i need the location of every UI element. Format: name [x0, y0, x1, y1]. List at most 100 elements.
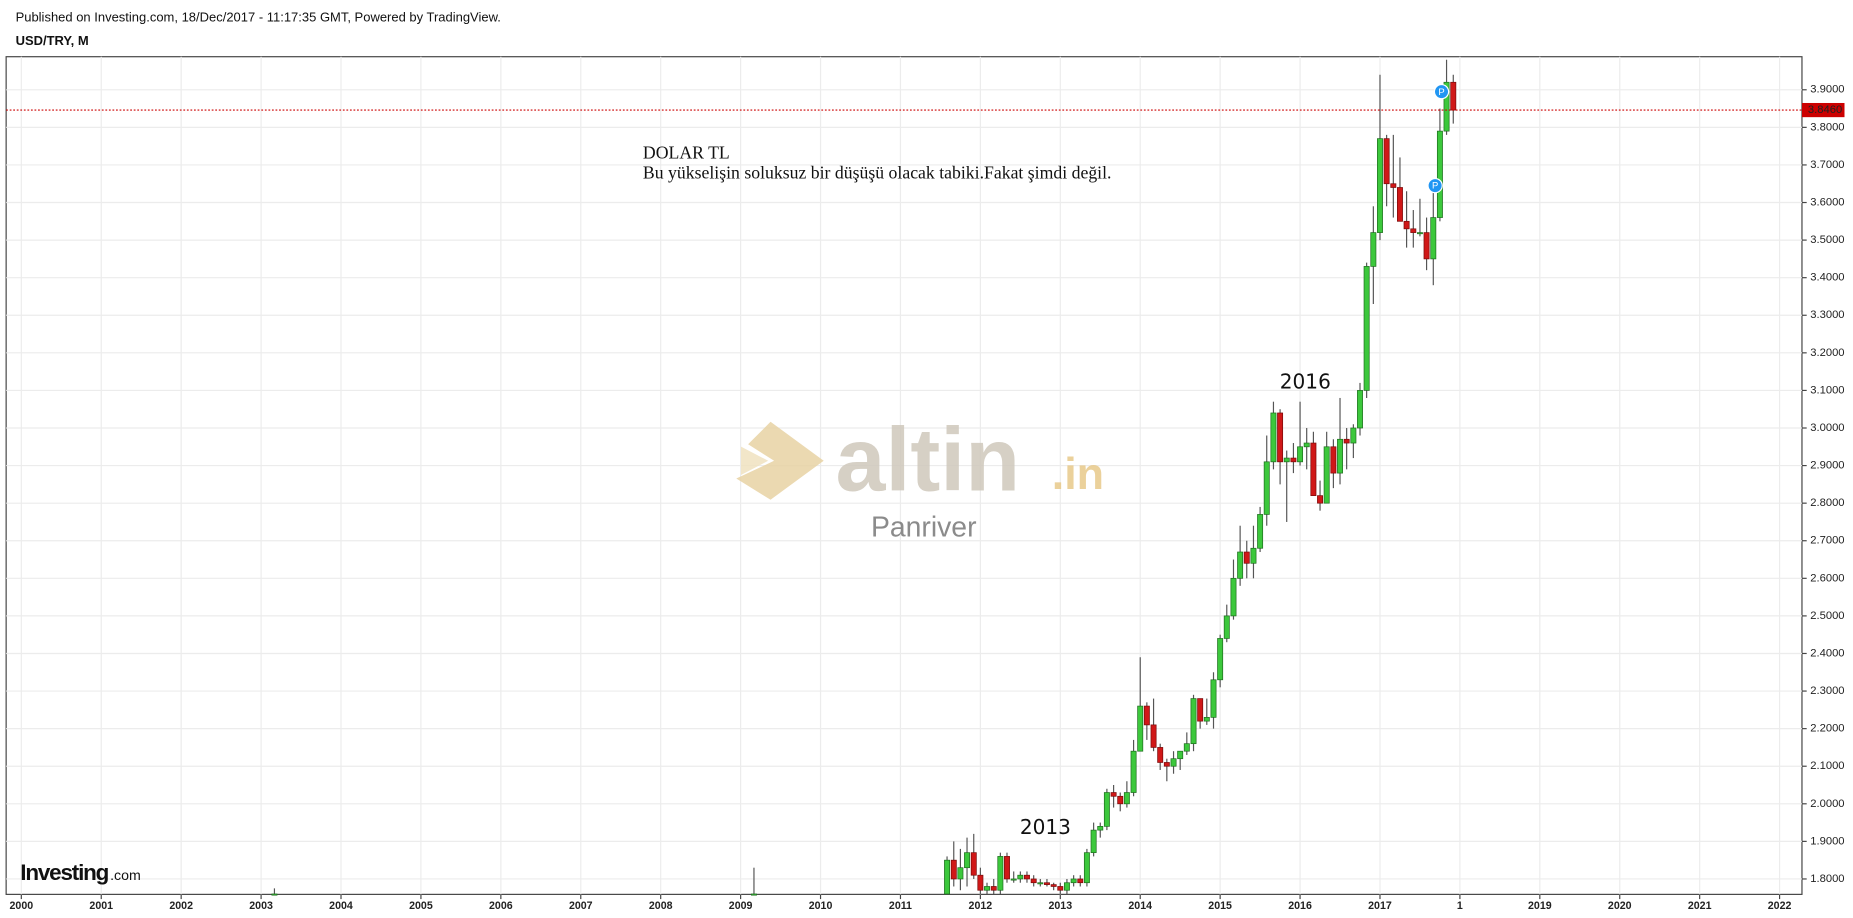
event-marker-label: P: [1432, 181, 1438, 192]
annotation: Bu yükselişin soluksuz bir düşüşü olacak…: [643, 162, 1112, 182]
candle-body: [1050, 884, 1057, 887]
y-tick-label: 3.8000: [1810, 121, 1844, 133]
candle-body: [1197, 698, 1204, 722]
price-label: 3.8460: [1808, 104, 1842, 116]
y-tick-label: 2.0000: [1810, 798, 1844, 810]
annotation: 2016: [1280, 370, 1331, 394]
candle-body: [1416, 232, 1423, 235]
candle-body: [1130, 750, 1137, 793]
x-tick-label: 2012: [969, 900, 993, 912]
candle-body: [1330, 446, 1337, 474]
candle-body: [1110, 792, 1117, 797]
candle-body: [1350, 427, 1357, 444]
x-tick-label: 2005: [409, 900, 433, 912]
x-tick-label: 2021: [1688, 900, 1712, 912]
candle-body: [1083, 852, 1090, 884]
y-tick-label: 2.4000: [1810, 647, 1844, 659]
candle-body: [1117, 795, 1124, 805]
y-tick-label: 3.1000: [1810, 384, 1844, 396]
candle-body: [1163, 762, 1170, 767]
candle-body: [977, 874, 984, 891]
candles: [271, 59, 1457, 896]
candle-body: [1024, 874, 1030, 880]
x-tick-label: 2007: [569, 900, 593, 912]
x-tick-label: 2003: [249, 900, 273, 912]
candle-body: [1170, 758, 1177, 767]
x-tick-label: 2014: [1128, 900, 1152, 912]
candle-body: [1057, 886, 1064, 891]
candle-body: [950, 859, 957, 880]
candle-body: [1137, 705, 1144, 752]
watermark: altin .in Panriver: [736, 410, 1104, 543]
y-tick-label: 2.8000: [1810, 497, 1844, 509]
x-tick-label: 2016: [1288, 900, 1312, 912]
watermark-credit: Panriver: [871, 511, 977, 543]
logo-name: Investing: [20, 860, 108, 885]
candle-body: [1263, 461, 1270, 515]
candle-body: [1177, 750, 1184, 760]
investing-logo: Investing .com: [20, 860, 140, 885]
candle-body: [1403, 220, 1410, 230]
x-tick-label: 2009: [729, 900, 753, 912]
logo-suffix: .com: [110, 868, 141, 884]
candle-body: [1450, 81, 1457, 111]
x-tick-label: 1: [1457, 900, 1463, 912]
annotation: DOLAR TL: [643, 142, 730, 162]
candle-body: [1017, 874, 1024, 880]
candle-body: [990, 886, 997, 891]
candle-body: [1317, 495, 1323, 504]
event-marker: [1433, 83, 1450, 100]
candle-body: [1004, 856, 1010, 880]
y-tick-label: 2.9000: [1810, 460, 1844, 472]
y-tick-label: 2.3000: [1810, 685, 1844, 697]
y-tick-label: 3.5000: [1810, 234, 1844, 246]
candle-body: [1323, 446, 1330, 504]
candle-body: [1183, 743, 1190, 752]
grid: 1.8000 1.9000 2.0000 2.1000 2.2000 2.3000 2.40…: [6, 56, 1845, 912]
x-tick-label: 2008: [649, 900, 673, 912]
candle-body: [1303, 442, 1310, 448]
x-tick-label: 2013: [1048, 900, 1072, 912]
price-label-box: [1801, 102, 1845, 118]
candle-body: [1310, 442, 1317, 497]
candle-body: [1270, 412, 1277, 463]
candle-body: [1423, 232, 1430, 260]
candle-body: [1383, 138, 1390, 185]
candle-body: [751, 893, 757, 896]
candle-body: [1410, 228, 1417, 233]
candle-body: [1430, 217, 1437, 260]
x-tick-label: 2020: [1608, 900, 1632, 912]
candle-body: [1357, 390, 1363, 429]
y-tick-label: 3.2000: [1810, 347, 1844, 359]
candle-body: [1243, 551, 1250, 564]
published-note: Published on Investing.com, 18/Dec/2017 …: [16, 9, 501, 24]
candle-body: [271, 893, 278, 896]
x-tick-label: 2015: [1208, 900, 1232, 912]
candle-body: [1063, 882, 1070, 891]
y-tick-label: 2.5000: [1810, 610, 1844, 622]
candle-body: [1010, 878, 1017, 881]
candle-body: [1443, 81, 1450, 132]
y-tick-label: 3.4000: [1810, 272, 1844, 284]
watermark-suffix: .in: [1052, 448, 1104, 499]
candle-body: [1150, 724, 1157, 748]
x-tick-label: 2019: [1528, 900, 1552, 912]
symbol-title: USD/TRY, M: [16, 33, 89, 48]
y-tick-label: 2.2000: [1810, 723, 1844, 735]
event-marker-label: P: [1438, 87, 1444, 98]
candle-body: [1143, 705, 1150, 726]
y-tick-label: 3.7000: [1810, 159, 1844, 171]
candle-body: [1077, 878, 1084, 884]
candle-body: [1277, 412, 1284, 463]
y-tick-label: 3.9000: [1810, 84, 1844, 96]
x-tick-label: 2001: [89, 900, 113, 912]
y-tick-label: 2.7000: [1810, 535, 1844, 547]
candle-body: [1377, 138, 1383, 233]
candle-body: [1070, 878, 1077, 884]
x-tick-label: 2006: [489, 900, 513, 912]
y-tick-label: 2.1000: [1810, 760, 1844, 772]
x-tick-label: 2000: [10, 900, 34, 912]
candle-body: [1190, 698, 1197, 745]
